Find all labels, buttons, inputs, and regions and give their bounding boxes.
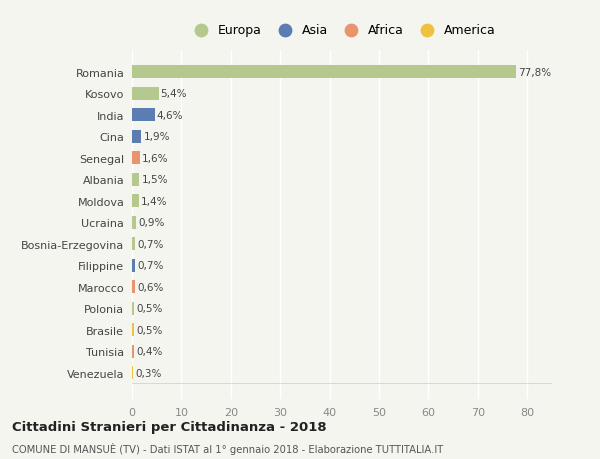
Bar: [132, 131, 142, 144]
Bar: [132, 216, 136, 229]
Text: 0,5%: 0,5%: [136, 325, 163, 335]
Bar: [132, 67, 517, 79]
Text: 1,6%: 1,6%: [142, 153, 169, 163]
Bar: [132, 280, 135, 293]
Text: COMUNE DI MANSUÈ (TV) - Dati ISTAT al 1° gennaio 2018 - Elaborazione TUTTITALIA.: COMUNE DI MANSUÈ (TV) - Dati ISTAT al 1°…: [12, 442, 443, 453]
Bar: [132, 195, 139, 208]
Text: 0,7%: 0,7%: [137, 261, 164, 271]
Text: 5,4%: 5,4%: [161, 89, 187, 99]
Text: 4,6%: 4,6%: [157, 111, 183, 121]
Bar: [132, 366, 133, 379]
Text: 0,5%: 0,5%: [136, 303, 163, 313]
Text: Cittadini Stranieri per Cittadinanza - 2018: Cittadini Stranieri per Cittadinanza - 2…: [12, 420, 326, 433]
Bar: [132, 174, 139, 186]
Text: 77,8%: 77,8%: [518, 68, 551, 78]
Bar: [132, 345, 134, 358]
Text: 0,4%: 0,4%: [136, 347, 163, 356]
Bar: [132, 238, 136, 251]
Bar: [132, 109, 155, 122]
Bar: [132, 88, 158, 101]
Text: 1,5%: 1,5%: [142, 175, 168, 185]
Text: 0,6%: 0,6%: [137, 282, 163, 292]
Legend: Europa, Asia, Africa, America: Europa, Asia, Africa, America: [188, 24, 496, 37]
Bar: [132, 302, 134, 315]
Bar: [132, 324, 134, 336]
Bar: [132, 152, 140, 165]
Bar: [132, 259, 136, 272]
Text: 1,4%: 1,4%: [141, 196, 167, 207]
Text: 0,7%: 0,7%: [137, 239, 164, 249]
Text: 0,9%: 0,9%: [139, 218, 165, 228]
Text: 0,3%: 0,3%: [136, 368, 162, 378]
Text: 1,9%: 1,9%: [143, 132, 170, 142]
